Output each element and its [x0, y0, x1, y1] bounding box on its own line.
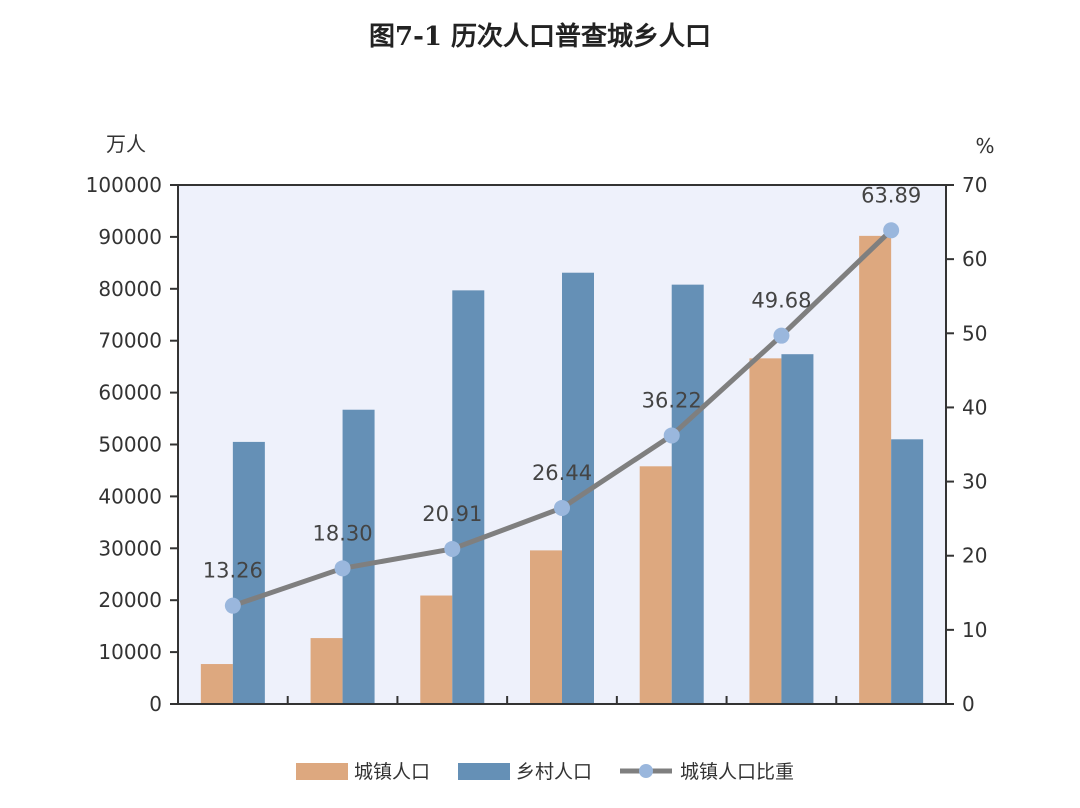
- bar-rural: [781, 354, 814, 704]
- left-tick-label: 80000: [98, 277, 162, 301]
- bar-rural: [452, 290, 485, 704]
- right-tick-label: 0: [962, 692, 975, 716]
- chart-title: 图7-1 历次人口普查城乡人口: [368, 22, 712, 52]
- urban-ratio-label: 26.44: [532, 461, 592, 485]
- urban-ratio-point: [224, 597, 241, 614]
- bar-urban: [200, 664, 233, 704]
- left-tick-label: 90000: [98, 225, 162, 249]
- right-tick-label: 10: [962, 618, 987, 642]
- right-tick-label: 60: [962, 247, 987, 271]
- bar-rural: [232, 441, 265, 704]
- right-tick-label: 70: [962, 173, 987, 197]
- right-tick-label: 20: [962, 544, 987, 568]
- bar-urban: [749, 358, 782, 704]
- left-tick-label: 100000: [86, 173, 162, 197]
- urban-ratio-label: 36.22: [642, 388, 702, 412]
- left-tick-label: 70000: [98, 329, 162, 353]
- bar-rural: [342, 409, 375, 704]
- legend-label-ratio: 城镇人口比重: [680, 761, 794, 783]
- urban-ratio-point: [554, 499, 570, 516]
- urban-ratio-label: 63.89: [861, 183, 921, 207]
- urban-ratio-point: [883, 222, 900, 239]
- left-tick-label: 50000: [98, 433, 162, 457]
- right-tick-label: 30: [962, 470, 987, 494]
- left-tick-label: 60000: [98, 381, 162, 405]
- legend-swatch-rural: [458, 763, 510, 780]
- bar-urban: [639, 466, 672, 704]
- left-tick-label: 40000: [98, 484, 162, 508]
- urban-ratio-label: 18.30: [313, 521, 373, 545]
- urban-ratio-point: [663, 427, 680, 444]
- left-tick-label: 10000: [98, 640, 162, 664]
- urban-ratio-label: 49.68: [751, 289, 811, 313]
- right-tick-label: 50: [962, 321, 987, 345]
- right-tick-label: 40: [962, 395, 987, 419]
- right-axis-unit: %: [975, 134, 994, 158]
- legend: 城镇人口 乡村人口 城镇人口比重: [296, 761, 794, 783]
- left-tick-label: 20000: [98, 588, 162, 612]
- urban-ratio-label: 20.91: [422, 502, 482, 526]
- bar-urban: [310, 638, 343, 704]
- legend-marker-ratio: [639, 764, 653, 778]
- axes-layer: 0 10000 20000 30000 40000 50000 60000 70000 8000…: [86, 173, 988, 716]
- left-tick-label: 0: [149, 692, 162, 716]
- urban-ratio-point: [773, 327, 790, 344]
- urban-ratio-label: 13.26: [203, 559, 263, 583]
- line-layer: 13.26 18.30 20.91 26.44 36.22 49.68 63.89: [203, 183, 921, 614]
- bar-urban: [420, 595, 453, 704]
- urban-ratio-point: [444, 540, 461, 557]
- bar-urban: [530, 550, 562, 704]
- left-axis-unit: 万人: [106, 132, 146, 156]
- legend-swatch-urban: [296, 763, 348, 780]
- left-tick-label: 30000: [98, 536, 162, 560]
- legend-label-rural: 乡村人口: [516, 761, 592, 783]
- urban-ratio-point: [334, 560, 351, 577]
- bars-layer: [200, 235, 924, 704]
- bar-urban: [859, 235, 892, 704]
- bar-rural: [671, 284, 704, 704]
- legend-label-urban: 城镇人口: [354, 761, 430, 783]
- bar-rural: [891, 439, 924, 704]
